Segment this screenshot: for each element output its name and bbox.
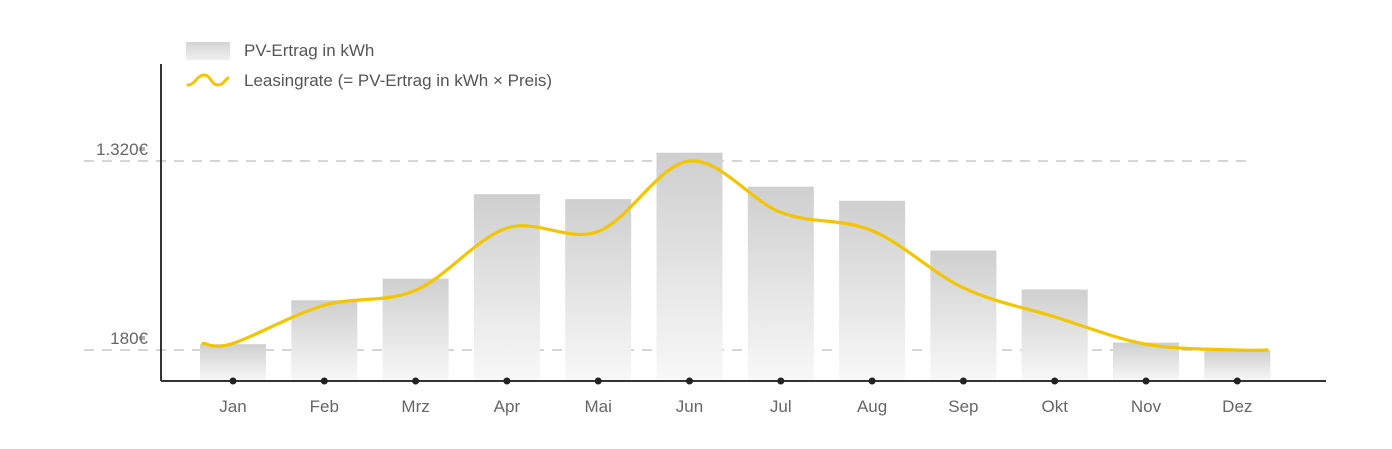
y-tick-labels: 180€ 1.320€ bbox=[96, 140, 149, 348]
x-tick-dot bbox=[594, 377, 602, 385]
legend: PV-Ertrag in kWh Leasingrate (= PV-Ertra… bbox=[186, 36, 552, 96]
bar-jan bbox=[200, 344, 266, 381]
x-tick-dot bbox=[868, 377, 876, 385]
x-tick-label-feb: Feb bbox=[310, 397, 339, 416]
bar-sep bbox=[930, 250, 997, 381]
legend-item-line: Leasingrate (= PV-Ertrag in kWh × Preis) bbox=[186, 66, 552, 96]
legend-line-swatch bbox=[186, 73, 230, 87]
legend-bar-swatch bbox=[186, 42, 230, 60]
x-tick-label-nov: Nov bbox=[1131, 397, 1162, 416]
y-tick-label: 180€ bbox=[110, 329, 148, 348]
legend-line-label: Leasingrate (= PV-Ertrag in kWh × Preis) bbox=[244, 71, 553, 90]
x-tick-dot bbox=[777, 377, 785, 385]
x-tick-dot bbox=[229, 377, 237, 385]
x-tick-label-sep: Sep bbox=[948, 397, 978, 416]
x-tick-label-mai: Mai bbox=[584, 397, 611, 416]
bar-apr bbox=[473, 194, 540, 381]
bar-aug bbox=[839, 200, 906, 381]
x-tick-dot bbox=[686, 377, 693, 385]
bar-mrz bbox=[382, 278, 449, 381]
x-tick-label-apr: Apr bbox=[494, 397, 521, 416]
x-tick-dot bbox=[503, 377, 511, 385]
legend-bar-label: PV-Ertrag in kWh bbox=[244, 41, 375, 60]
x-tick-dot bbox=[1142, 377, 1150, 385]
legend-item-bar: PV-Ertrag in kWh bbox=[186, 36, 552, 66]
x-tick-dot bbox=[959, 377, 967, 385]
x-ticks: Jan Feb Mrz Apr Mai Jun Jul Aug Sep Okt Nov Dez bbox=[219, 377, 1252, 416]
x-tick-label-jan: Jan bbox=[219, 397, 246, 416]
x-tick-dot bbox=[412, 377, 420, 385]
bar-okt bbox=[1021, 289, 1088, 381]
x-tick-dot bbox=[1233, 377, 1241, 385]
bar-jul bbox=[747, 186, 814, 381]
bar-mai bbox=[565, 199, 632, 381]
bar-nov bbox=[1113, 342, 1179, 381]
x-tick-label-mrz: Mrz bbox=[401, 397, 429, 416]
bar-jun bbox=[656, 152, 723, 381]
x-tick-label-jun: Jun bbox=[676, 397, 703, 416]
axes bbox=[160, 64, 1326, 382]
y-tick-label: 1.320€ bbox=[96, 140, 149, 159]
leasingrate-line bbox=[201, 159, 1269, 353]
x-tick-label-dez: Dez bbox=[1222, 397, 1252, 416]
bars bbox=[200, 152, 1271, 381]
x-tick-dot bbox=[320, 377, 328, 385]
bar-dez bbox=[1204, 350, 1271, 381]
x-tick-label-jul: Jul bbox=[770, 397, 792, 416]
x-tick-label-okt: Okt bbox=[1041, 397, 1068, 416]
x-tick-dot bbox=[1051, 377, 1059, 385]
line-series bbox=[201, 159, 1269, 353]
x-tick-label-aug: Aug bbox=[857, 397, 887, 416]
